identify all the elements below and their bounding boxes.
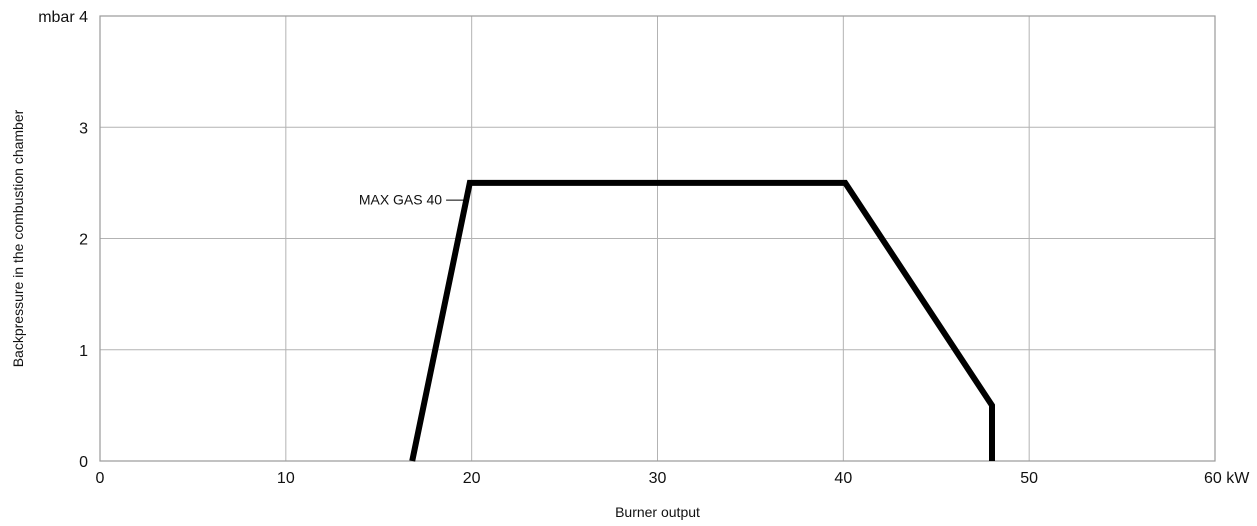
x-tick-label: 60 kW xyxy=(1204,470,1250,487)
y-tick-label: 3 xyxy=(79,120,88,137)
series-label: MAX GAS 40 xyxy=(359,192,442,208)
plot-area-border xyxy=(99,15,1216,462)
y-tick-labels: 0 1 2 3 mbar 4 xyxy=(38,9,88,471)
series-line xyxy=(409,179,995,462)
x-tick-label: 30 xyxy=(649,470,667,487)
y-tick-label: 1 xyxy=(79,343,88,360)
x-tick-label: 50 xyxy=(1020,470,1038,487)
series-layer xyxy=(409,179,995,462)
x-tick-label: 20 xyxy=(463,470,481,487)
y-axis-title: Backpressure in the combustion chamber xyxy=(10,109,26,367)
y-tick-label: mbar 4 xyxy=(38,9,88,26)
x-tick-labels: 0 10 20 30 40 50 60 kW xyxy=(96,470,1251,487)
annotation-layer: MAX GAS 40 xyxy=(359,192,467,208)
grid xyxy=(100,16,1215,461)
y-tick-label: 2 xyxy=(79,232,88,249)
x-tick-label: 40 xyxy=(834,470,852,487)
x-axis-title: Burner output xyxy=(615,504,700,520)
x-tick-label: 0 xyxy=(96,470,105,487)
y-tick-label: 0 xyxy=(79,454,88,471)
x-tick-label: 10 xyxy=(277,470,295,487)
